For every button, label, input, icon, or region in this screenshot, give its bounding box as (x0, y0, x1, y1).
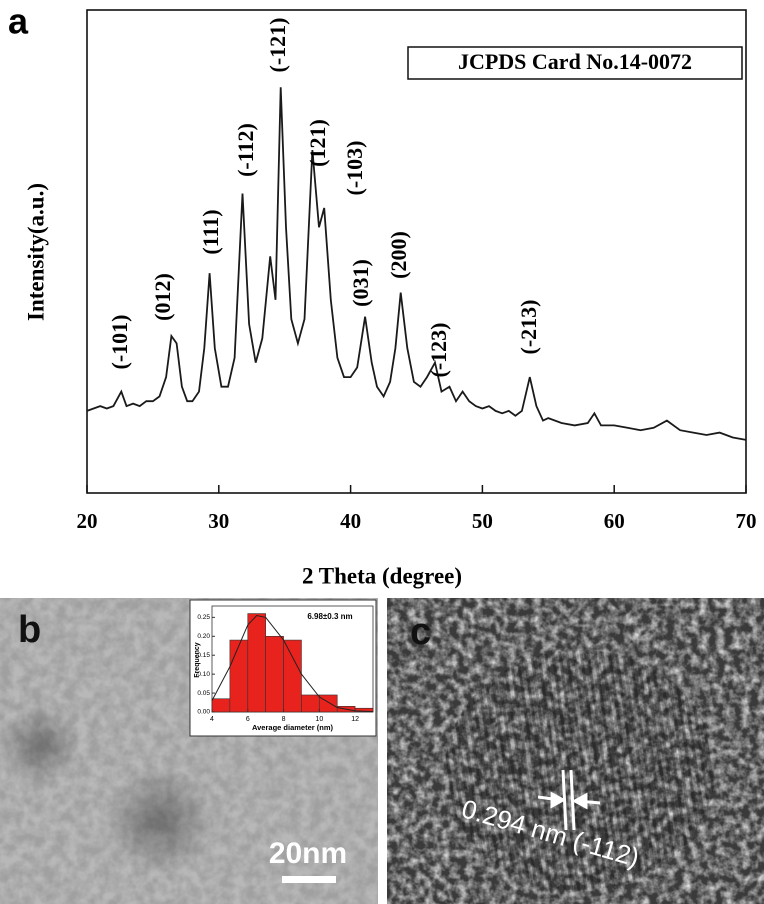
histogram-bar (283, 639, 302, 713)
peak-label: (012) (150, 273, 175, 321)
peak-label: (200) (386, 231, 411, 279)
histogram-bar (319, 694, 338, 713)
peak-label: (-101) (107, 315, 132, 370)
peak-label: (031) (348, 259, 373, 307)
peak-label: (-213) (516, 300, 541, 355)
panel-label: c (410, 611, 431, 653)
peak-label: (-112) (233, 123, 258, 177)
x-tick-label: 50 (472, 509, 493, 533)
peak-label: (-123) (426, 323, 451, 378)
histogram-bar (211, 698, 231, 713)
y-axis-label: Intensity(a.u.) (23, 183, 48, 321)
plot-frame (86, 9, 747, 494)
xrd-line (86, 87, 747, 441)
y-tick-label: 0.05 (197, 690, 210, 697)
scale-bar (282, 876, 336, 883)
y-tick-label: 0.20 (197, 633, 210, 640)
scale-bar-label: 20nm (269, 837, 347, 870)
x-axis-label: Average diameter (nm) (252, 723, 334, 732)
y-axis-label: Frequency (194, 642, 201, 678)
y-tick-label: 0.00 (197, 709, 210, 716)
peak-label: (121) (305, 119, 330, 167)
x-axis-label: 2 Theta (degree) (302, 563, 462, 588)
y-tick-label: 0.25 (197, 614, 210, 621)
fit-curve (211, 614, 374, 713)
x-tick-label: 10 (315, 716, 323, 723)
y-tick-label: 0.15 (197, 652, 210, 659)
peak-label: (-103) (342, 141, 367, 196)
lattice-marker (537, 769, 601, 831)
tem-image-b (0, 598, 378, 904)
inset-title: 6.98±0.3 nm (307, 612, 352, 621)
x-tick-label: 4 (210, 716, 214, 723)
histogram-bar (229, 639, 249, 713)
tem-image-c (387, 598, 764, 904)
y-tick-label: 0.10 (197, 671, 210, 678)
x-tick-label: 20 (77, 509, 98, 533)
peak-label: (-121) (265, 18, 290, 73)
x-tick-label: 12 (351, 716, 359, 723)
legend-box (407, 46, 743, 80)
x-tick-label: 60 (604, 509, 625, 533)
panel-label: a (8, 1, 29, 42)
x-tick-label: 6 (246, 716, 250, 723)
legend-text: JCPDS Card No.14-0072 (458, 49, 692, 74)
histogram-bar (265, 635, 284, 713)
x-tick-label: 30 (208, 509, 229, 533)
histogram-bar (301, 694, 320, 713)
histogram-bar (247, 613, 266, 713)
x-tick-label: 70 (736, 509, 757, 533)
x-tick-label: 40 (340, 509, 361, 533)
x-tick-label: 8 (282, 716, 286, 723)
panel-label: b (18, 609, 41, 651)
peak-label: (111) (198, 209, 223, 254)
